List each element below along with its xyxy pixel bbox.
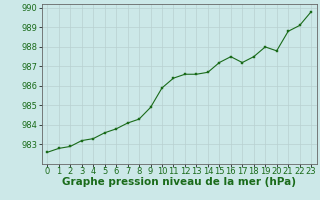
X-axis label: Graphe pression niveau de la mer (hPa): Graphe pression niveau de la mer (hPa) xyxy=(62,177,296,187)
